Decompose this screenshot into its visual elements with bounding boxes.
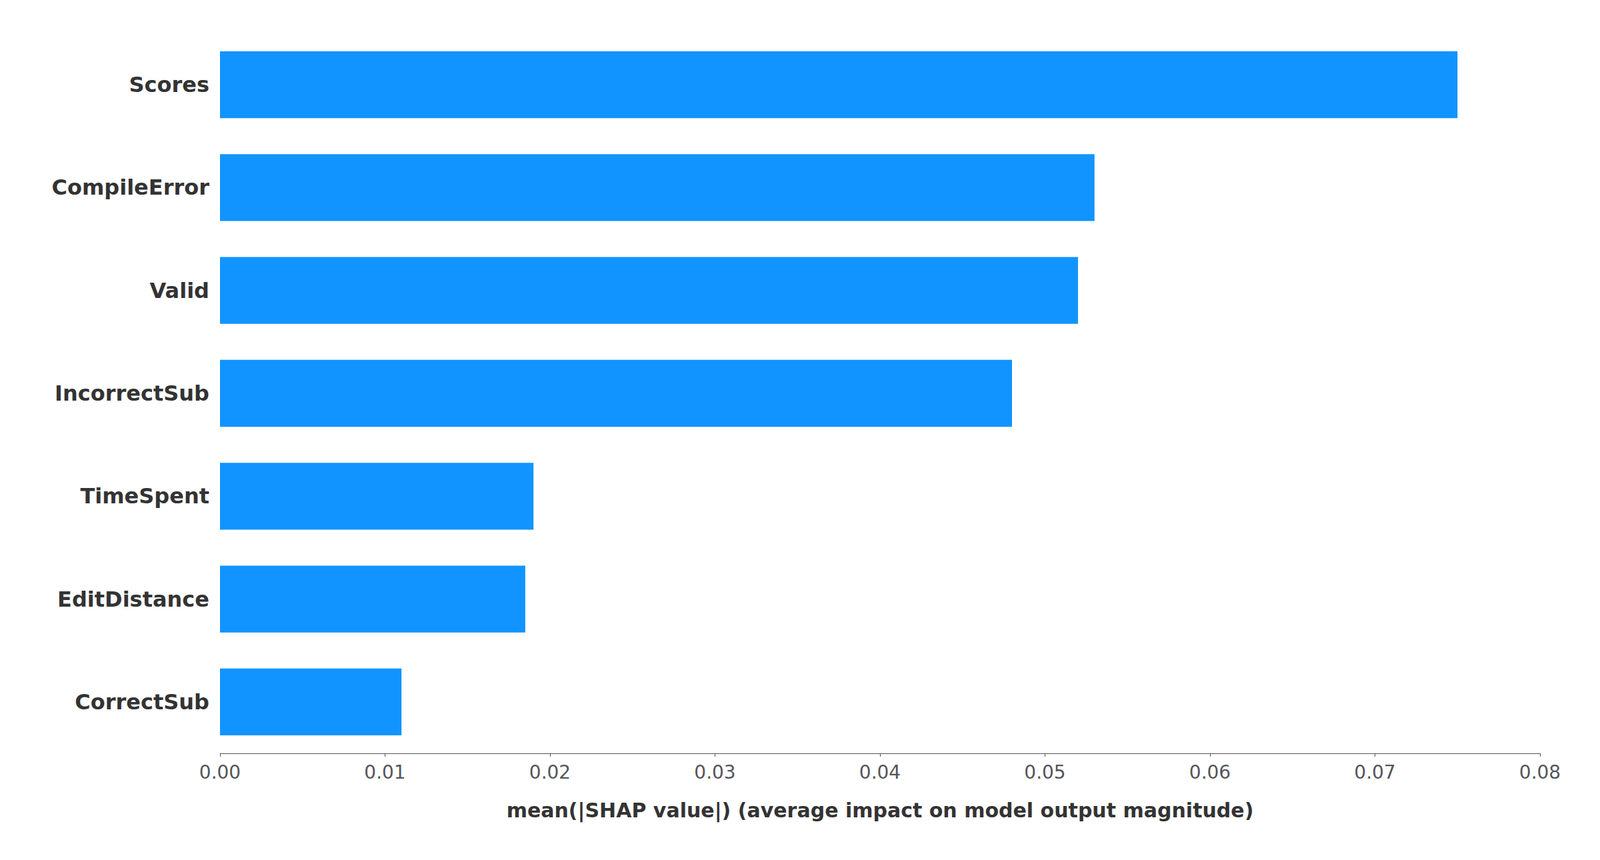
svg-text:Scores: Scores (128, 72, 210, 98)
svg-text:0.05: 0.05 (1024, 761, 1066, 784)
svg-text:0.00: 0.00 (199, 761, 241, 784)
svg-text:Valid: Valid (150, 278, 210, 304)
svg-text:CompileError: CompileError (51, 174, 210, 200)
svg-text:mean(|SHAP value|) (average im: mean(|SHAP value|) (average impact on mo… (506, 798, 1254, 823)
svg-text:0.03: 0.03 (694, 761, 736, 784)
svg-text:0.06: 0.06 (1189, 761, 1231, 784)
svg-text:CorrectSub: CorrectSub (74, 689, 210, 715)
svg-text:EditDistance: EditDistance (57, 586, 210, 612)
svg-text:0.04: 0.04 (859, 761, 901, 784)
svg-text:0.02: 0.02 (529, 761, 571, 784)
svg-text:0.01: 0.01 (364, 761, 406, 784)
svg-text:0.08: 0.08 (1519, 761, 1561, 784)
svg-text:0.07: 0.07 (1354, 761, 1396, 784)
svg-text:TimeSpent: TimeSpent (80, 483, 210, 509)
svg-text:IncorrectSub: IncorrectSub (54, 380, 210, 406)
